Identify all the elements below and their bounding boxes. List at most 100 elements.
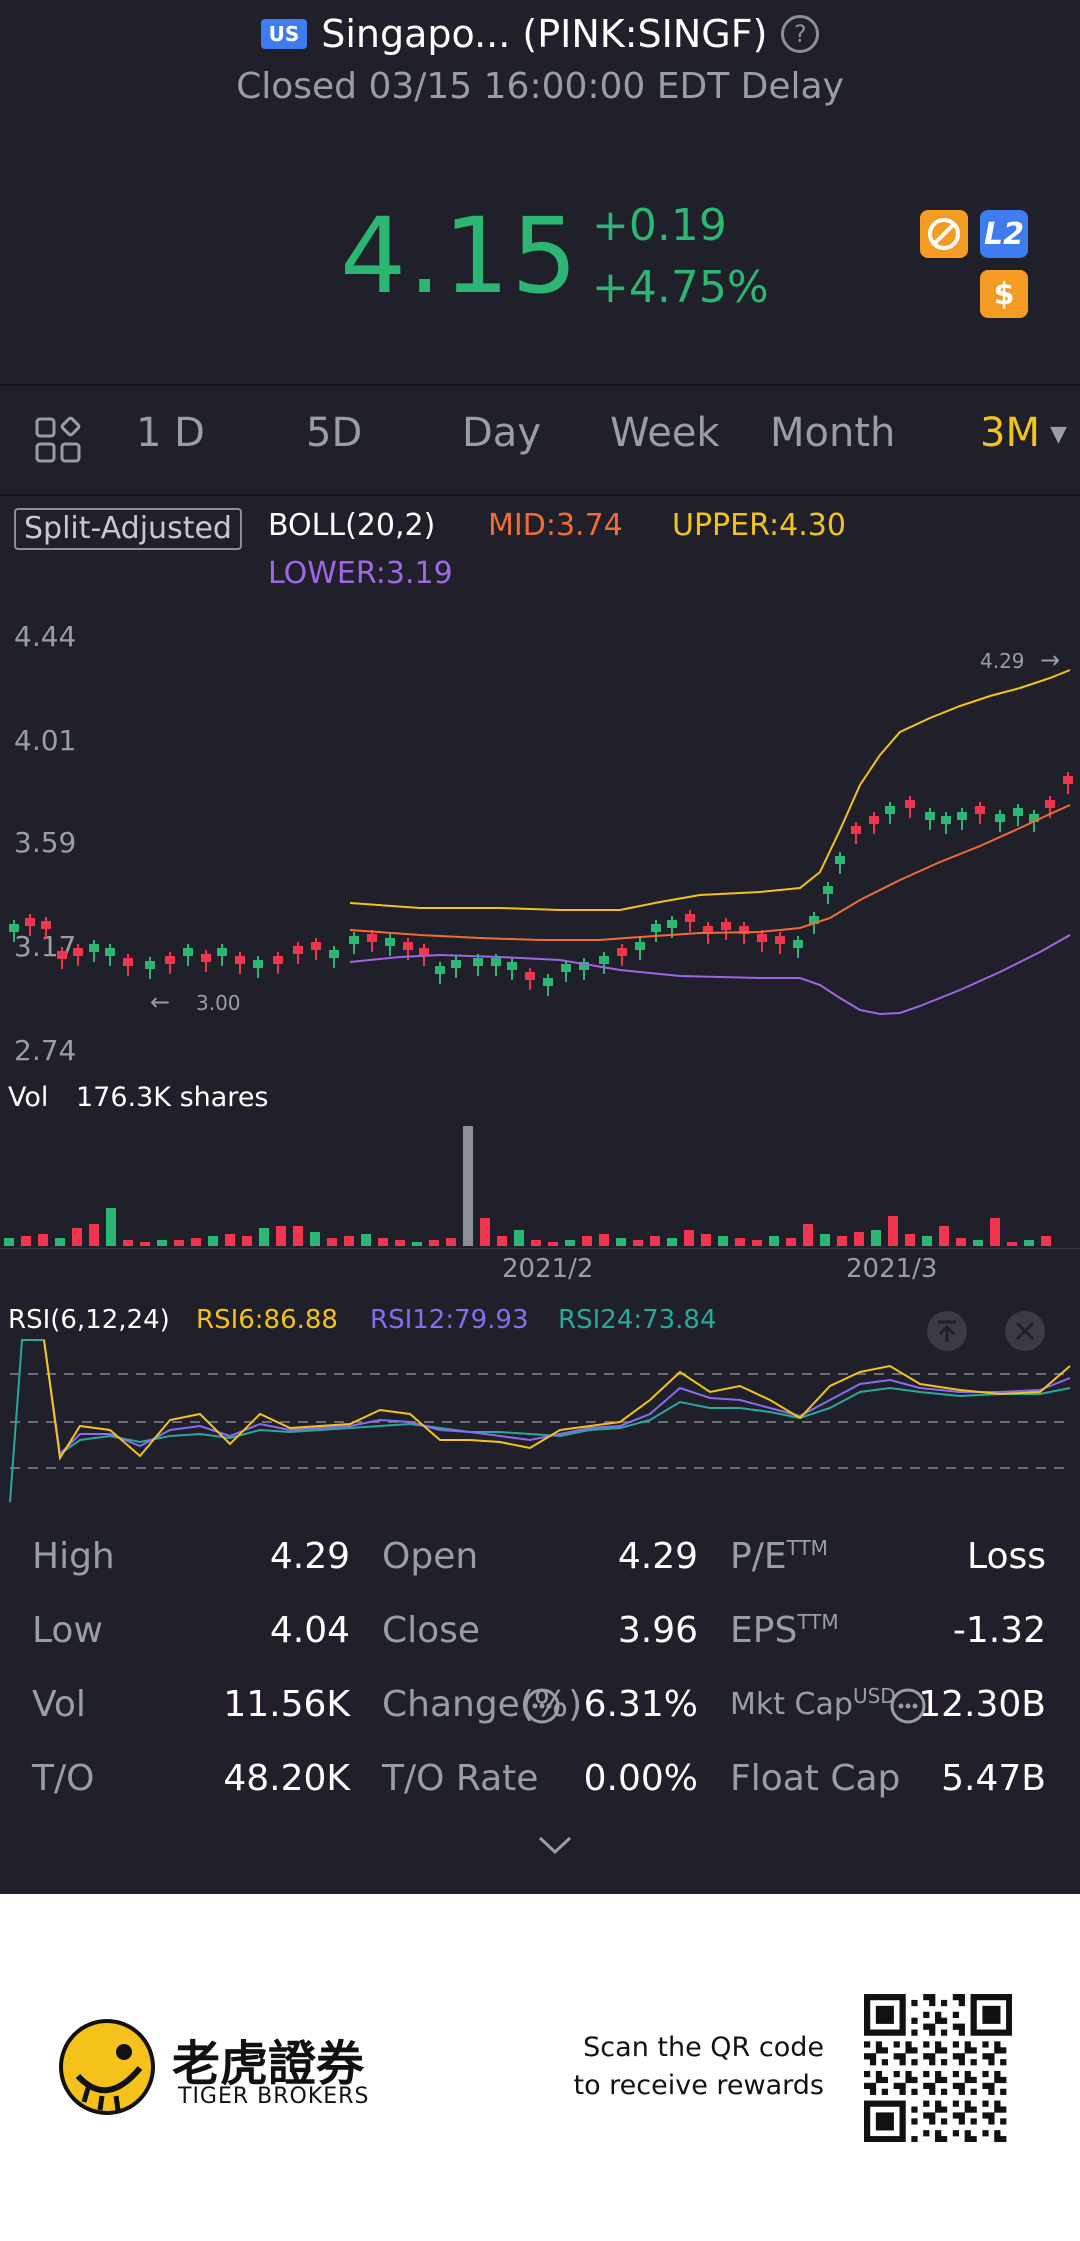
volume-bar — [939, 1226, 949, 1246]
qr-module — [881, 2029, 888, 2036]
stat-value: 4.29 — [617, 1536, 698, 1577]
qr-module — [893, 2082, 900, 2090]
qr-module — [935, 2100, 942, 2107]
qr-module — [994, 2047, 1001, 2054]
split-adjusted-toggle[interactable]: Split-Adjusted — [14, 508, 242, 550]
more-info-icon[interactable] — [890, 1688, 926, 1724]
qr-module — [893, 2100, 900, 2107]
candle — [525, 972, 535, 980]
candlestick-chart[interactable]: 4.29 → ← 3.00 — [0, 600, 1080, 1060]
volume-bar — [888, 1216, 898, 1246]
volume-bar — [157, 1240, 167, 1246]
qr-module — [875, 2017, 883, 2024]
qr-module — [970, 2005, 977, 2013]
low-price-mark: 3.00 — [196, 991, 241, 1015]
qr-module — [940, 2017, 948, 2024]
volume-bar — [344, 1236, 354, 1246]
qr-module — [881, 2112, 888, 2119]
chevron-down-icon[interactable]: ▼ — [1050, 422, 1067, 447]
qr-module — [923, 2082, 930, 2090]
pin-top-icon[interactable] — [926, 1310, 968, 1352]
qr-module — [940, 2118, 948, 2125]
tab-day[interactable]: Day — [462, 410, 541, 456]
trade-dollar-badge[interactable]: $ — [980, 270, 1028, 318]
volume-bar — [21, 1236, 31, 1246]
qr-module — [964, 2136, 971, 2142]
volume-bar — [480, 1218, 490, 1246]
tab-3m[interactable]: 3M — [980, 410, 1040, 456]
volume-bar — [667, 1238, 677, 1246]
qr-module — [869, 2088, 877, 2095]
qr-module — [964, 2100, 971, 2107]
volume-bar — [463, 1126, 473, 1246]
qr-module — [952, 2011, 960, 2018]
candle — [995, 814, 1005, 822]
candle — [385, 938, 395, 946]
boll-mid-line — [349, 804, 1071, 941]
volume-bar — [225, 1234, 235, 1246]
candle — [617, 948, 627, 956]
expand-chevron-icon[interactable] — [534, 1832, 576, 1856]
help-icon[interactable]: ? — [781, 15, 820, 53]
candle — [217, 948, 227, 956]
qr-module — [911, 2017, 918, 2024]
volume-bar — [565, 1240, 575, 1246]
candle — [1063, 776, 1073, 784]
boll-label[interactable]: BOLL(20,2) — [268, 508, 436, 543]
candle — [793, 940, 803, 948]
qr-module — [982, 2005, 989, 2013]
qr-module — [881, 2005, 888, 2013]
qr-module — [970, 2047, 977, 2054]
qr-module — [864, 2136, 871, 2142]
qr-module — [970, 2029, 977, 2036]
qr-module — [881, 2017, 888, 2024]
close-icon[interactable] — [1004, 1310, 1046, 1352]
stat-label: Open — [382, 1536, 479, 1577]
candle — [599, 956, 609, 964]
qr-module — [935, 2041, 942, 2048]
qr-module — [982, 1994, 989, 2001]
qr-module — [899, 2136, 906, 2142]
qr-code[interactable] — [864, 1994, 1012, 2142]
qr-module — [887, 2011, 894, 2018]
date-tick: 2021/2 — [502, 1254, 594, 1284]
price-change: +0.19 — [592, 200, 727, 251]
candle — [507, 962, 517, 970]
tab-week[interactable]: Week — [610, 410, 720, 456]
qr-module — [929, 2082, 936, 2090]
candle — [835, 856, 845, 864]
qr-module — [893, 1994, 900, 2001]
qr-module — [881, 2124, 888, 2131]
qr-module — [905, 2070, 912, 2078]
qr-module — [1000, 2136, 1007, 2142]
qr-module — [864, 2023, 871, 2030]
qr-module — [952, 2070, 960, 2078]
stat-value: Loss — [967, 1536, 1046, 1577]
boll-upper-line — [349, 669, 1071, 911]
stat-value: 4.29 — [269, 1536, 350, 1577]
qr-module — [929, 2112, 936, 2119]
qr-module — [899, 2088, 906, 2095]
candle — [57, 951, 67, 959]
high-price-mark: 4.29 — [980, 649, 1025, 673]
qr-module — [911, 2106, 918, 2113]
volume-bar — [735, 1238, 745, 1246]
qr-module — [988, 2029, 995, 2036]
volume-bar — [905, 1234, 915, 1246]
qr-module — [1006, 2005, 1012, 2013]
grid-layout-icon[interactable] — [34, 416, 82, 464]
stat-label-sup: TTM — [797, 1610, 839, 1634]
level2-badge[interactable]: L2 — [980, 210, 1028, 258]
tab-5d[interactable]: 5D — [306, 410, 363, 456]
volume-bar — [446, 1238, 456, 1246]
options-icon[interactable] — [920, 210, 968, 258]
qr-module — [905, 2076, 912, 2084]
qr-module — [988, 2118, 995, 2125]
tab-1d[interactable]: 1 D — [136, 410, 205, 456]
qr-module — [905, 2041, 912, 2048]
volume-bar — [55, 1238, 65, 1246]
more-info-icon[interactable] — [524, 1688, 560, 1724]
candle — [721, 922, 731, 930]
tab-month[interactable]: Month — [770, 410, 896, 456]
rsi-label[interactable]: RSI(6,12,24) — [8, 1305, 170, 1335]
